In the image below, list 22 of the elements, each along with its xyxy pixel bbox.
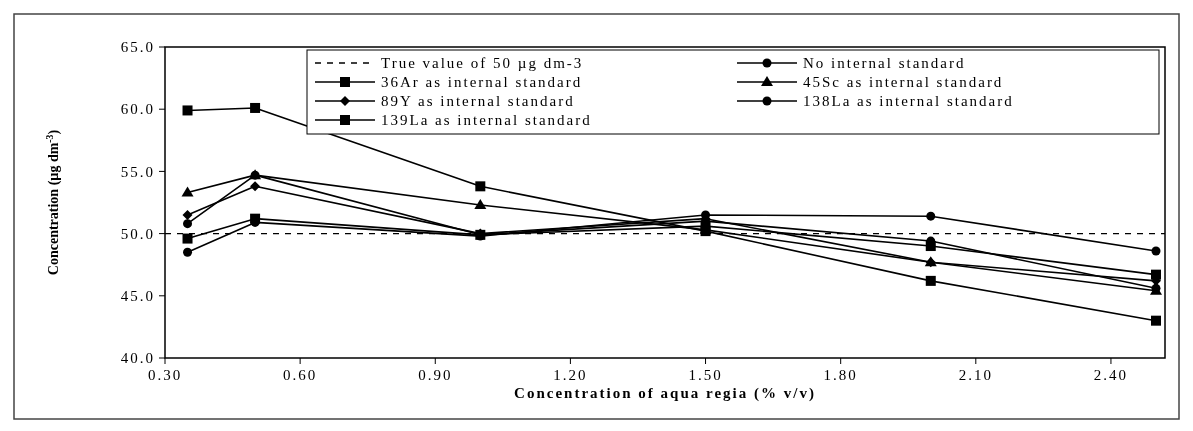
legend-label: No internal standard (803, 55, 966, 72)
legend-label: True value of 50 µg dm-3 (381, 55, 584, 72)
legend-label: 89Y as internal standard (381, 93, 575, 110)
x-tick-label: 2.10 (958, 367, 993, 383)
x-tick-label: 1.50 (688, 367, 723, 383)
y-tick-label: 55.0 (120, 163, 155, 180)
x-axis-title: Concentration of aqua regia (% v/v) (514, 385, 816, 402)
y-tick-label: 60.0 (120, 101, 155, 118)
x-tick-label: 1.80 (823, 367, 858, 383)
y-tick-label: 40.0 (120, 350, 155, 367)
y-tick-label: 50.0 (120, 225, 155, 242)
x-tick-label: 2.40 (1093, 367, 1129, 383)
x-tick-label: 1.20 (553, 367, 588, 383)
x-tick-label: 0.60 (283, 367, 318, 383)
y-tick-label: 65.0 (120, 39, 155, 56)
legend-label: 138La as internal standard (803, 93, 1014, 110)
legend-label: 36Ar as internal standard (381, 74, 583, 91)
legend-label: 45Sc as internal standard (803, 74, 1004, 91)
x-tick-label: 0.30 (147, 367, 183, 383)
legend-label: 139La as internal standard (381, 112, 592, 129)
x-tick-label: 0.90 (418, 367, 453, 383)
y-tick-label: 45.0 (120, 288, 155, 305)
